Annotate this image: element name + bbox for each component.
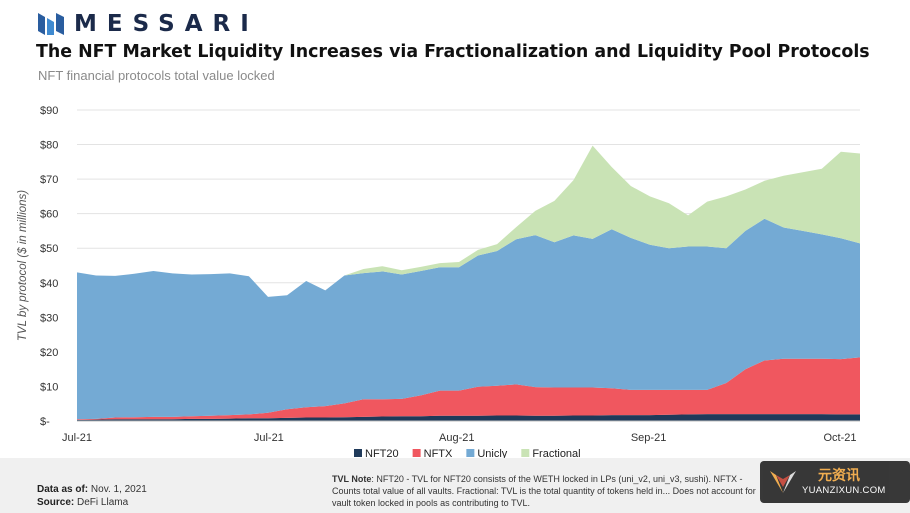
x-tick-label: Aug-21 bbox=[439, 432, 474, 444]
x-tick-label: Sep-21 bbox=[631, 432, 666, 444]
y-tick-label: $50 bbox=[40, 243, 58, 255]
watermark-en: YUANZIXUN.COM bbox=[802, 485, 886, 496]
footer-meta: Data as of: Nov. 1, 2021 Source: DeFi Ll… bbox=[37, 483, 147, 509]
x-tick-label: Jul-21 bbox=[254, 432, 284, 444]
legend-label-nftx: NFTX bbox=[424, 448, 453, 460]
y-tick-label: $90 bbox=[40, 105, 58, 117]
chart-subtitle: NFT financial protocols total value lock… bbox=[38, 68, 275, 83]
legend-label-nft20: NFT20 bbox=[365, 448, 399, 460]
watermark-badge: 元资讯 YUANZIXUN.COM bbox=[760, 461, 910, 503]
series-area-nft20 bbox=[77, 414, 860, 421]
data-as-of-value: Nov. 1, 2021 bbox=[90, 484, 147, 495]
legend-swatch-fractional bbox=[521, 449, 530, 457]
y-tick-label: $70 bbox=[40, 174, 58, 186]
tvl-note: TVL Note: NFT20 - TVL for NFT20 consists… bbox=[332, 473, 762, 513]
series-area-nftx bbox=[77, 357, 860, 420]
brand-logo: MESSARI bbox=[38, 10, 259, 38]
y-tick-label: $80 bbox=[40, 140, 58, 152]
y-tick-label: $30 bbox=[40, 312, 58, 324]
legend-swatch-unicly bbox=[466, 449, 475, 457]
tvl-area-chart: $- $10 $20 $30 $40 $50 $60 $70 $80 $90 Jul-21 Jul-2… bbox=[17, 105, 860, 460]
chart-title: The NFT Market Liquidity Increases via F… bbox=[36, 42, 870, 62]
brand-name: MESSARI bbox=[74, 11, 259, 37]
y-tick-label: $60 bbox=[40, 209, 58, 221]
legend-label-fractional: Fractional bbox=[532, 448, 580, 460]
legend-label-unicly: Unicly bbox=[477, 448, 507, 460]
x-tick-label: Jul-21 bbox=[62, 432, 92, 444]
x-tick-label: Oct-21 bbox=[823, 432, 856, 444]
messari-mark-icon bbox=[38, 13, 64, 35]
legend-swatch-nft20 bbox=[354, 449, 362, 457]
source-label: Source: bbox=[37, 497, 75, 508]
watermark-cn: 元资讯 bbox=[818, 468, 860, 484]
legend-swatch-nftx bbox=[412, 449, 421, 457]
y-tick-label: $- bbox=[40, 416, 50, 428]
y-tick-label: $20 bbox=[40, 347, 58, 359]
y-tick-label: $40 bbox=[40, 278, 58, 290]
series-area-unicly bbox=[77, 218, 860, 420]
y-tick-label: $10 bbox=[40, 381, 58, 393]
source-value: DeFi Llama bbox=[77, 497, 129, 508]
series-area-fractional bbox=[77, 145, 860, 297]
data-as-of-label: Data as of: bbox=[37, 484, 89, 495]
watermark-logo-icon bbox=[770, 471, 796, 493]
footer: Data as of: Nov. 1, 2021 Source: DeFi Ll… bbox=[0, 458, 910, 513]
tvl-note-label: TVL Note bbox=[332, 474, 372, 484]
tvl-note-text: : NFT20 - TVL for NFT20 consists of the … bbox=[332, 474, 756, 508]
y-axis-label: TVL by protocol ($ in millions) bbox=[17, 190, 29, 341]
